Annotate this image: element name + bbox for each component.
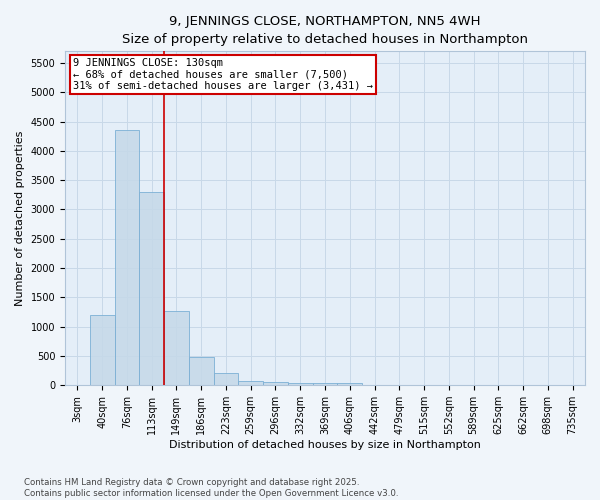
Bar xyxy=(115,130,139,385)
Bar xyxy=(238,380,263,385)
Y-axis label: Number of detached properties: Number of detached properties xyxy=(15,130,25,306)
Bar xyxy=(90,315,115,385)
Bar xyxy=(313,384,337,385)
Text: Contains HM Land Registry data © Crown copyright and database right 2025.
Contai: Contains HM Land Registry data © Crown c… xyxy=(24,478,398,498)
Text: 9 JENNINGS CLOSE: 130sqm
← 68% of detached houses are smaller (7,500)
31% of sem: 9 JENNINGS CLOSE: 130sqm ← 68% of detach… xyxy=(73,58,373,91)
Title: 9, JENNINGS CLOSE, NORTHAMPTON, NN5 4WH
Size of property relative to detached ho: 9, JENNINGS CLOSE, NORTHAMPTON, NN5 4WH … xyxy=(122,15,528,46)
Bar xyxy=(337,383,362,385)
Bar xyxy=(263,382,288,385)
Bar xyxy=(214,373,238,385)
Bar xyxy=(189,356,214,385)
Bar xyxy=(288,383,313,385)
X-axis label: Distribution of detached houses by size in Northampton: Distribution of detached houses by size … xyxy=(169,440,481,450)
Bar xyxy=(164,311,189,385)
Bar xyxy=(139,192,164,385)
